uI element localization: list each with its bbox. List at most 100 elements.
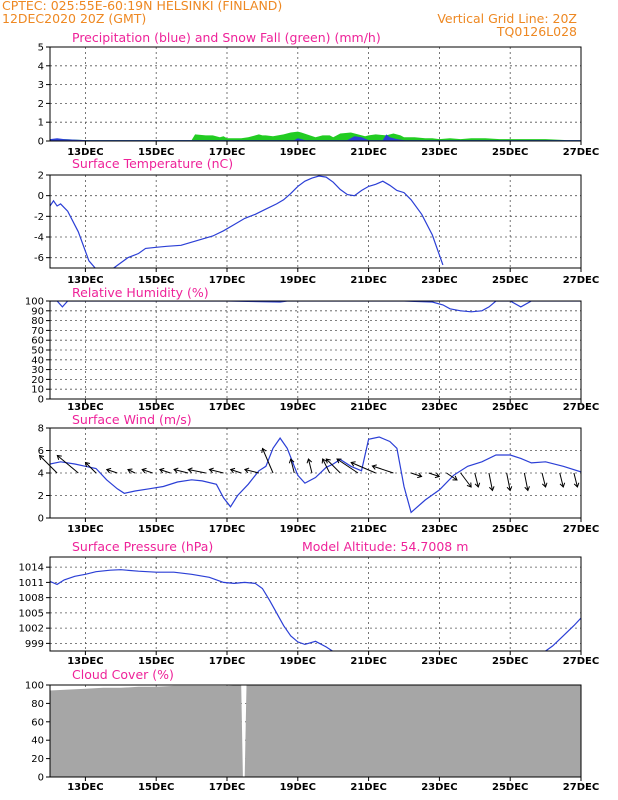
run-date-label: 12DEC2020 20Z (GMT) — [2, 11, 147, 26]
wind-arrow — [372, 465, 394, 474]
wind-arrowhead — [573, 482, 580, 488]
y-tick-label: 1002 — [19, 624, 44, 635]
x-tick-label: 19DEC — [280, 275, 316, 286]
x-tick-label: 27DEC — [563, 147, 599, 158]
x-tick-label: 25DEC — [492, 147, 528, 158]
panel-6: 0 20 40 60 80 100 13DEC 15DEC 17DEC 19DEC 21DEC 23D… — [25, 667, 599, 793]
y-tick-label: 0 — [38, 773, 44, 784]
station-header-left: CPTEC: 025:55E-60:19N HELSINKI (FINLAND) — [2, 0, 283, 13]
wind-arrowhead — [158, 467, 165, 474]
y-tick-label: 2 — [38, 171, 44, 182]
x-tick-label: 19DEC — [280, 524, 316, 535]
x-tick-label: 19DEC — [280, 782, 316, 793]
wind-arrowhead — [127, 468, 133, 474]
y-tick-label: 60 — [31, 717, 44, 728]
wind-arrow — [474, 472, 479, 488]
wind-arrow — [428, 472, 440, 477]
x-tick-label: 13DEC — [67, 402, 103, 413]
y-tick-label: -4 — [34, 233, 44, 244]
x-tick-label: 19DEC — [280, 402, 316, 413]
x-tick-label: 27DEC — [563, 656, 599, 667]
y-tick-label: 60 — [31, 336, 44, 347]
y-tick-label: 50 — [31, 346, 44, 357]
wind-arrow — [142, 469, 153, 474]
x-tick-label: 25DEC — [492, 656, 528, 667]
y-tick-label: 1014 — [19, 563, 44, 574]
wind-arrowhead — [208, 467, 214, 474]
y-tick-label: 6 — [38, 446, 44, 457]
y-tick-label: 80 — [31, 316, 44, 327]
x-tick-label: 13DEC — [67, 524, 103, 535]
x-tick-label: 27DEC — [563, 275, 599, 286]
x-tick-label: 23DEC — [421, 147, 457, 158]
x-tick-label: 25DEC — [492, 782, 528, 793]
y-tick-label: 90 — [31, 306, 44, 317]
series-line — [50, 569, 581, 651]
wind-arrowhead — [56, 454, 62, 460]
panel-title: Surface Pressure (hPa) — [72, 539, 213, 554]
panel-frame — [49, 46, 582, 142]
wind-arrowhead — [38, 454, 45, 461]
snowfall-area — [50, 131, 581, 141]
wind-arrow — [322, 458, 331, 474]
panel-5: 999 1002 1005 1008 1011 1014 13DEC 15DEC 17DEC 19… — [19, 539, 600, 667]
y-tick-label: 2 — [38, 491, 44, 502]
x-tick-label: 23DEC — [421, 402, 457, 413]
wind-arrowhead — [474, 482, 481, 488]
wind-arrow — [559, 472, 564, 488]
y-tick-label: 10 — [31, 385, 44, 396]
x-tick-label: 23DEC — [421, 656, 457, 667]
y-tick-label: 70 — [31, 326, 44, 337]
wind-arrowhead — [506, 486, 513, 492]
wind-arrow — [460, 472, 472, 488]
y-tick-label: 0 — [38, 395, 44, 406]
x-tick-label: 27DEC — [563, 524, 599, 535]
wind-arrow — [159, 469, 171, 474]
y-tick-label: 0 — [38, 514, 44, 525]
wind-arrow — [173, 469, 189, 474]
wind-arrow — [410, 472, 422, 477]
x-tick-label: 17DEC — [209, 656, 245, 667]
x-tick-label: 13DEC — [67, 147, 103, 158]
x-tick-label: 17DEC — [209, 524, 245, 535]
y-tick-label: -2 — [34, 212, 44, 223]
wind-arrowhead — [288, 458, 295, 464]
wind-arrow — [39, 455, 58, 474]
y-tick-label: 100 — [25, 297, 44, 308]
wind-arrow — [446, 472, 458, 481]
x-tick-label: 15DEC — [138, 147, 174, 158]
wind-arrow — [350, 462, 376, 474]
y-tick-label: 20 — [31, 754, 44, 765]
wind-arrowhead — [321, 458, 327, 464]
wind-arrow — [262, 448, 274, 474]
y-tick-label: 5 — [38, 43, 44, 54]
x-tick-label: 15DEC — [138, 275, 174, 286]
series-line — [50, 436, 581, 514]
wind-arrowhead — [229, 467, 236, 474]
y-tick-label: 999 — [25, 639, 44, 650]
wind-arrowhead — [306, 458, 313, 464]
wind-arrowhead — [336, 458, 342, 464]
panel-title: Cloud Cover (%) — [72, 667, 174, 682]
panel-frame — [49, 300, 582, 400]
panel-2: -6 -4 -2 0 2 13DEC 15DEC 17DEC 19DEC 21DEC 23DEC 25… — [34, 156, 599, 286]
panel-frame — [49, 427, 582, 519]
x-tick-label: 17DEC — [209, 275, 245, 286]
wind-arrowhead — [141, 467, 147, 474]
panel-4: 0 2 4 6 8 13DEC 15DEC 17DEC 19DEC 21DEC 23DEC 25DEC… — [38, 412, 600, 535]
wind-arrowhead — [541, 482, 548, 488]
panel-title: Surface Temperature (nC) — [72, 156, 233, 171]
panel-frame — [49, 684, 582, 778]
panel-1: 0 1 2 3 4 5 13DEC 15DEC 17DEC 19DEC 21DEC 23DEC 25DE… — [38, 30, 600, 158]
x-tick-label: 23DEC — [421, 524, 457, 535]
wind-arrowhead — [105, 467, 112, 474]
y-tick-label: 1005 — [19, 608, 44, 619]
x-tick-label: 17DEC — [209, 147, 245, 158]
wind-arrow — [290, 458, 295, 474]
vertical-grid-label: Vertical Grid Line: 20Z — [437, 11, 577, 26]
x-tick-label: 13DEC — [67, 782, 103, 793]
y-tick-label: 4 — [38, 61, 44, 72]
wind-arrowhead — [559, 482, 566, 488]
x-tick-label: 15DEC — [138, 524, 174, 535]
